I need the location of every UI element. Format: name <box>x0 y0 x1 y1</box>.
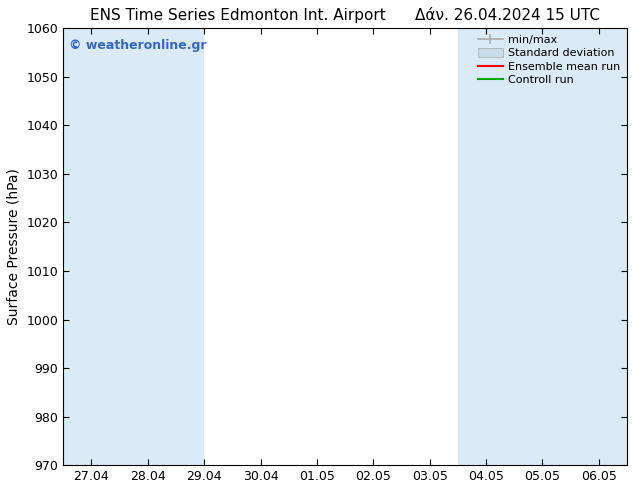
Title: ENS Time Series Edmonton Int. Airport      Δάν. 26.04.2024 15 UTC: ENS Time Series Edmonton Int. Airport Δά… <box>90 7 600 23</box>
Legend: min/max, Standard deviation, Ensemble mean run, Controll run: min/max, Standard deviation, Ensemble me… <box>474 30 625 90</box>
Y-axis label: Surface Pressure (hPa): Surface Pressure (hPa) <box>7 168 21 325</box>
Bar <box>63 28 204 465</box>
Text: © weatheronline.gr: © weatheronline.gr <box>69 39 207 52</box>
Bar <box>458 28 627 465</box>
